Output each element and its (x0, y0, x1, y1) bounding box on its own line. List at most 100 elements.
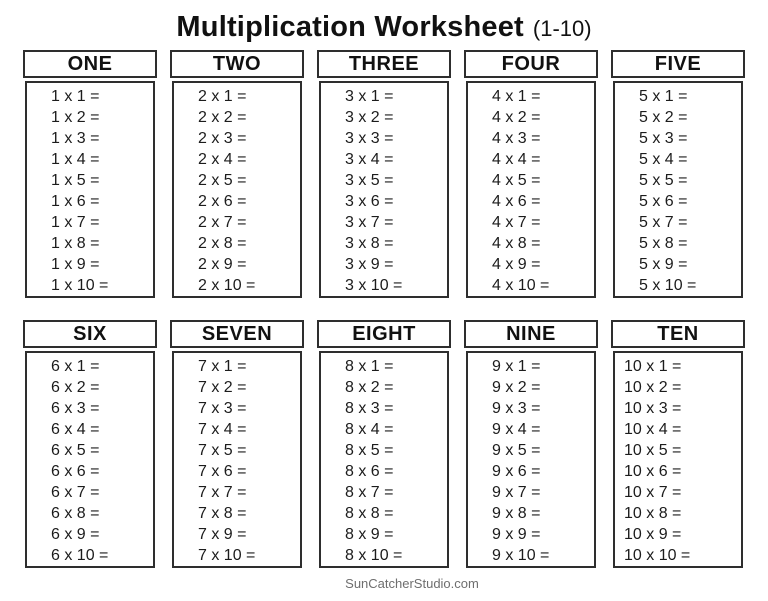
table-title: SIX (73, 323, 107, 345)
problem-row: 8 x 10 = (345, 547, 403, 564)
times-table-six: SIX 6 x 1 = 6 x 2 = 6 x 3 = 6 x 4 = 6 x 5 = 6 … (23, 320, 157, 568)
problem-row: 8 x 9 = (345, 526, 394, 543)
problem-row: 7 x 5 = (198, 442, 247, 459)
problem-row: 9 x 1 = (492, 358, 541, 375)
table-header: FIVE (611, 50, 745, 78)
problem-row: 5 x 3 = (639, 130, 688, 147)
problem-row: 2 x 10 = (198, 277, 256, 294)
problem-row: 7 x 9 = (198, 526, 247, 543)
problem-row: 9 x 4 = (492, 421, 541, 438)
table-header: TWO (170, 50, 304, 78)
table-body: 2 x 1 = 2 x 2 = 2 x 3 = 2 x 4 = 2 x 5 = 2 x 6… (172, 81, 302, 298)
problem-row: 1 x 6 = (51, 193, 100, 210)
problem-row: 6 x 5 = (51, 442, 100, 459)
times-table-two: TWO 2 x 1 = 2 x 2 = 2 x 3 = 2 x 4 = 2 x 5 = 2 … (170, 50, 304, 298)
problem-row: 7 x 4 = (198, 421, 247, 438)
problem-row: 5 x 9 = (639, 256, 688, 273)
problem-row: 9 x 3 = (492, 400, 541, 417)
problem-row: 1 x 2 = (51, 109, 100, 126)
table-header: TEN (611, 320, 745, 348)
problem-row: 3 x 7 = (345, 214, 394, 231)
problem-row: 10 x 9 = (624, 526, 682, 543)
problem-row: 7 x 2 = (198, 379, 247, 396)
problem-row: 2 x 3 = (198, 130, 247, 147)
times-table-three: THREE 3 x 1 = 3 x 2 = 3 x 3 = 3 x 4 = 3 x 5 =… (317, 50, 451, 298)
problem-row: 6 x 6 = (51, 463, 100, 480)
problem-row: 4 x 3 = (492, 130, 541, 147)
problem-row: 4 x 4 = (492, 151, 541, 168)
problem-row: 10 x 6 = (624, 463, 682, 480)
table-body: 1 x 1 = 1 x 2 = 1 x 3 = 1 x 4 = 1 x 5 = 1 x 6… (25, 81, 155, 298)
table-title: FIVE (654, 53, 702, 75)
problem-row: 10 x 7 = (624, 484, 682, 501)
problem-row: 9 x 6 = (492, 463, 541, 480)
problem-row: 3 x 2 = (345, 109, 394, 126)
problem-row: 7 x 1 = (198, 358, 247, 375)
problem-row: 3 x 10 = (345, 277, 403, 294)
problem-row: 4 x 6 = (492, 193, 541, 210)
times-table-nine: NINE 9 x 1 = 9 x 2 = 9 x 3 = 9 x 4 = 9 x 5 = 9… (464, 320, 598, 568)
table-title: TWO (212, 53, 262, 75)
problem-row: 1 x 5 = (51, 172, 100, 189)
table-title: THREE (348, 53, 420, 75)
table-body: 8 x 1 = 8 x 2 = 8 x 3 = 8 x 4 = 8 x 5 = 8 x 6… (319, 351, 449, 568)
problem-row: 5 x 7 = (639, 214, 688, 231)
problem-row: 3 x 1 = (345, 88, 394, 105)
problem-row: 5 x 10 = (639, 277, 697, 294)
table-body: 7 x 1 = 7 x 2 = 7 x 3 = 7 x 4 = 7 x 5 = 7 x 6… (172, 351, 302, 568)
problem-row: 2 x 8 = (198, 235, 247, 252)
title-main-text: Multiplication Worksheet (176, 11, 524, 43)
problem-row: 2 x 4 = (198, 151, 247, 168)
problem-row: 1 x 10 = (51, 277, 109, 294)
problem-row: 2 x 7 = (198, 214, 247, 231)
worksheet-page: Multiplication Worksheet (1-10) ONE 1 x 1 … (0, 8, 768, 591)
problem-row: 4 x 5 = (492, 172, 541, 189)
table-body: 10 x 1 = 10 x 2 = 10 x 3 = 10 x 4 = 10 x 5 =… (613, 351, 743, 568)
times-table-seven: SEVEN 7 x 1 = 7 x 2 = 7 x 3 = 7 x 4 = 7 x 5 =… (170, 320, 304, 568)
problem-row: 1 x 1 = (51, 88, 100, 105)
table-title: SEVEN (201, 323, 273, 345)
times-table-eight: EIGHT 8 x 1 = 8 x 2 = 8 x 3 = 8 x 4 = 8 x 5 =… (317, 320, 451, 568)
problem-row: 9 x 7 = (492, 484, 541, 501)
problem-row: 8 x 4 = (345, 421, 394, 438)
times-table-one: ONE 1 x 1 = 1 x 2 = 1 x 3 = 1 x 4 = 1 x 5 = 1 … (23, 50, 157, 298)
problem-row: 10 x 8 = (624, 505, 682, 522)
problem-row: 2 x 6 = (198, 193, 247, 210)
problem-row: 2 x 1 = (198, 88, 247, 105)
problem-row: 10 x 1 = (624, 358, 682, 375)
problem-row: 1 x 4 = (51, 151, 100, 168)
table-header: SEVEN (170, 320, 304, 348)
problem-row: 4 x 2 = (492, 109, 541, 126)
problem-row: 5 x 8 = (639, 235, 688, 252)
problem-row: 7 x 8 = (198, 505, 247, 522)
problem-row: 9 x 5 = (492, 442, 541, 459)
problem-row: 8 x 3 = (345, 400, 394, 417)
footer-credit: SunCatcherStudio.com (345, 576, 479, 591)
table-title: TEN (657, 323, 699, 345)
table-body: 3 x 1 = 3 x 2 = 3 x 3 = 3 x 4 = 3 x 5 = 3 x 6… (319, 81, 449, 298)
problem-row: 4 x 8 = (492, 235, 541, 252)
problem-row: 10 x 4 = (624, 421, 682, 438)
problem-row: 6 x 10 = (51, 547, 109, 564)
problem-row: 10 x 2 = (624, 379, 682, 396)
problem-row: 2 x 9 = (198, 256, 247, 273)
problem-row: 5 x 4 = (639, 151, 688, 168)
title-range-text: (1-10) (532, 16, 592, 41)
table-body: 4 x 1 = 4 x 2 = 4 x 3 = 4 x 4 = 4 x 5 = 4 x 6… (466, 81, 596, 298)
problem-row: 3 x 4 = (345, 151, 394, 168)
problem-row: 7 x 7 = (198, 484, 247, 501)
page-title: Multiplication Worksheet (1-10) (0, 8, 768, 46)
problem-row: 1 x 9 = (51, 256, 100, 273)
problem-row: 5 x 2 = (639, 109, 688, 126)
table-title: EIGHT (352, 323, 416, 345)
problem-row: 8 x 1 = (345, 358, 394, 375)
table-body: 9 x 1 = 9 x 2 = 9 x 3 = 9 x 4 = 9 x 5 = 9 x 6… (466, 351, 596, 568)
problem-row: 10 x 3 = (624, 400, 682, 417)
problem-row: 1 x 7 = (51, 214, 100, 231)
problem-row: 1 x 8 = (51, 235, 100, 252)
table-header: SIX (23, 320, 157, 348)
problem-row: 6 x 1 = (51, 358, 100, 375)
problem-row: 10 x 10 = (624, 547, 691, 564)
problem-row: 9 x 9 = (492, 526, 541, 543)
problem-row: 3 x 9 = (345, 256, 394, 273)
